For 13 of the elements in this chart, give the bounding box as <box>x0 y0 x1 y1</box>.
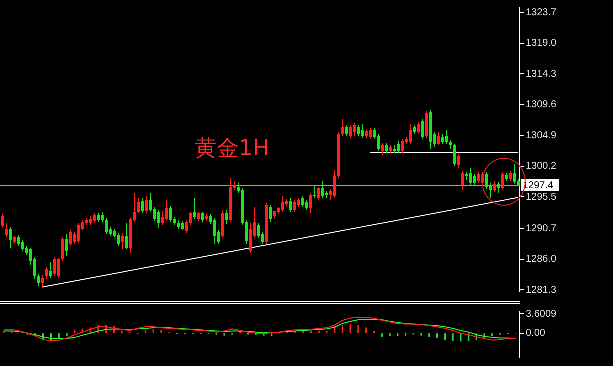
y-tick-label: 1300.2 <box>526 161 558 172</box>
y-tick-label: 1314.3 <box>526 68 558 80</box>
y-tick-label: 1309.6 <box>526 100 558 111</box>
y-tick-label: 1323.7 <box>526 7 558 18</box>
annotation: 黄金1H <box>195 136 270 162</box>
y-tick-label: 3.6009 <box>526 308 558 320</box>
y-tick-label: 1281.3 <box>526 284 558 296</box>
y-tick-label: 1290.7 <box>526 223 558 234</box>
y-tick-label: 1286.0 <box>526 254 558 266</box>
y-tick-label: 1295.5 <box>526 192 558 203</box>
y-tick-label: 1304.9 <box>526 130 558 142</box>
y-tick-label: 0.00 <box>526 328 546 340</box>
y-tick-label: 1319.0 <box>526 38 558 50</box>
